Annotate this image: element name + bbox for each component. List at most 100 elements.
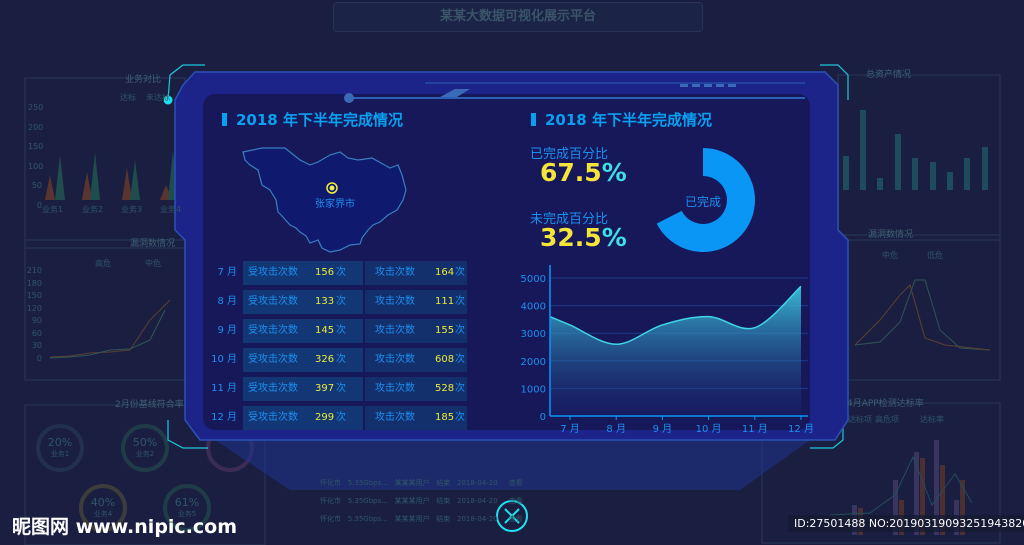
watermark: 昵图网 www.nipic.com — [12, 516, 238, 538]
todo-label: 未完成百分比 — [530, 212, 609, 227]
cell-bg — [243, 319, 363, 343]
attack-label: 攻击次数 — [375, 325, 415, 336]
gauge: 61% 业务5 — [174, 496, 200, 518]
unit: 次 — [455, 354, 465, 365]
attack-value: 185 — [435, 412, 455, 423]
map-zhangjiajie — [242, 147, 407, 253]
unit: 次 — [455, 383, 465, 394]
percent-sign: % — [601, 223, 627, 252]
attack-label: 攻击次数 — [375, 412, 415, 423]
unit: 次 — [336, 354, 346, 365]
received-value: 133 — [315, 296, 335, 307]
received-value: 326 — [315, 354, 335, 365]
close-button[interactable] — [496, 500, 528, 532]
legend: 达标项 — [848, 415, 872, 424]
attack-row: 10 月 受攻击次数 326 次 攻击次数 608 次 — [210, 348, 470, 372]
vuln-lines-left — [49, 299, 171, 359]
y-tick-label: 4000 — [521, 302, 546, 313]
attack-value: 528 — [435, 383, 455, 394]
axis-label: 业务3 — [121, 205, 143, 214]
attack-row: 8 月 受攻击次数 133 次 攻击次数 111 次 — [210, 290, 470, 314]
close-circle-icon — [496, 500, 528, 532]
y-tick-label: 5000 — [521, 274, 546, 285]
unit: 次 — [455, 412, 465, 423]
city-marker-icon — [326, 182, 338, 194]
received-label: 受攻击次数 — [248, 412, 298, 423]
cell-bg — [243, 348, 363, 372]
attack-label: 攻击次数 — [375, 354, 415, 365]
unit: 次 — [455, 296, 465, 307]
received-label: 受攻击次数 — [248, 267, 298, 278]
attack-row: 11 月 受攻击次数 397 次 攻击次数 528 次 — [210, 377, 470, 401]
cell-bg — [243, 290, 363, 314]
cell-bg — [243, 406, 363, 430]
panel-title: 总资产情况 — [866, 70, 912, 80]
cell-bg — [365, 348, 467, 372]
map-city-label: 张家界市 — [315, 199, 355, 210]
attack-label: 攻击次数 — [375, 296, 415, 307]
cell-bg — [365, 290, 467, 314]
panel-title: 4月APP检测达标率 — [847, 399, 924, 409]
legend: 达标率 — [920, 415, 944, 424]
gauge: 20% 业务1 — [47, 436, 73, 458]
legend: 低危 — [927, 251, 943, 260]
dashboard-title: 某某大数据可视化展示平台 — [333, 2, 703, 32]
unit: 次 — [455, 267, 465, 278]
done-value: 67.5 — [540, 158, 602, 187]
month-label: 8 月 — [217, 296, 237, 307]
donut-label: 已完成 — [684, 195, 721, 209]
gauge: 50% 业务2 — [132, 436, 158, 458]
unit: 次 — [336, 383, 346, 394]
done-percent: 67.5% — [540, 158, 627, 187]
month-label: 10 月 — [211, 354, 237, 365]
vuln-lines-right — [854, 279, 991, 351]
legend: 中危 — [882, 251, 898, 260]
panel-frame — [837, 234, 1001, 381]
unit: 次 — [336, 267, 346, 278]
unit: 次 — [336, 296, 346, 307]
x-tick-label: 8 月 — [606, 423, 626, 435]
cell-bg — [365, 261, 467, 285]
month-label: 7 月 — [217, 267, 237, 278]
legend: 达标 — [120, 93, 136, 102]
asset-bars — [843, 110, 988, 190]
received-label: 受攻击次数 — [248, 383, 298, 394]
connector-dot — [163, 95, 173, 105]
cell-bg — [365, 319, 467, 343]
unit: 次 — [455, 325, 465, 336]
attack-row: 9 月 受攻击次数 145 次 攻击次数 155 次 — [210, 319, 470, 343]
y-ticks: 210 180 150 120 90 60 30 0 — [26, 266, 42, 363]
panel-frame — [24, 77, 186, 249]
cell-bg — [365, 406, 467, 430]
cell-bg — [365, 377, 467, 401]
attack-row: 12 月 受攻击次数 299 次 攻击次数 185 次 — [210, 406, 470, 430]
legend: 未达标 — [146, 93, 170, 102]
legend: 高危 — [95, 259, 111, 268]
panel-title: 漏洞数情况 — [130, 239, 176, 249]
area-line — [549, 285, 802, 345]
donut-segment-done — [656, 148, 755, 253]
panel-title: 漏洞数情况 — [868, 230, 914, 240]
image-id: ID:27501488 NO:20190319093251943820 — [788, 515, 1024, 532]
x-tick-label: 7 月 — [560, 423, 580, 435]
axis-label: 业务1 — [42, 205, 64, 214]
attack-value: 155 — [435, 325, 455, 336]
legend: 中危 — [145, 259, 161, 268]
business-bars — [45, 150, 178, 200]
attack-row: 7 月 受攻击次数 156 次 攻击次数 164 次 — [210, 261, 470, 285]
axis-label: 业务4 — [160, 205, 182, 214]
completion-donut — [656, 148, 755, 253]
attack-label: 攻击次数 — [375, 267, 415, 278]
panel-title: 业务对比 — [125, 75, 162, 85]
percent-sign: % — [601, 158, 627, 187]
y-tick-label: 1000 — [521, 384, 546, 395]
received-value: 299 — [315, 412, 335, 423]
y-tick-label: 0 — [540, 412, 546, 423]
received-label: 受攻击次数 — [248, 354, 298, 365]
todo-value: 32.5 — [540, 223, 602, 252]
gauge: 40% 业务4 — [90, 496, 116, 518]
attack-area-chart: 0 1000 2000 3000 4000 5000 7 月 8 月 9 月 10 月 11 月 12… — [521, 265, 814, 435]
attack-value: 608 — [435, 354, 455, 365]
legend: 高危项 — [875, 415, 899, 424]
